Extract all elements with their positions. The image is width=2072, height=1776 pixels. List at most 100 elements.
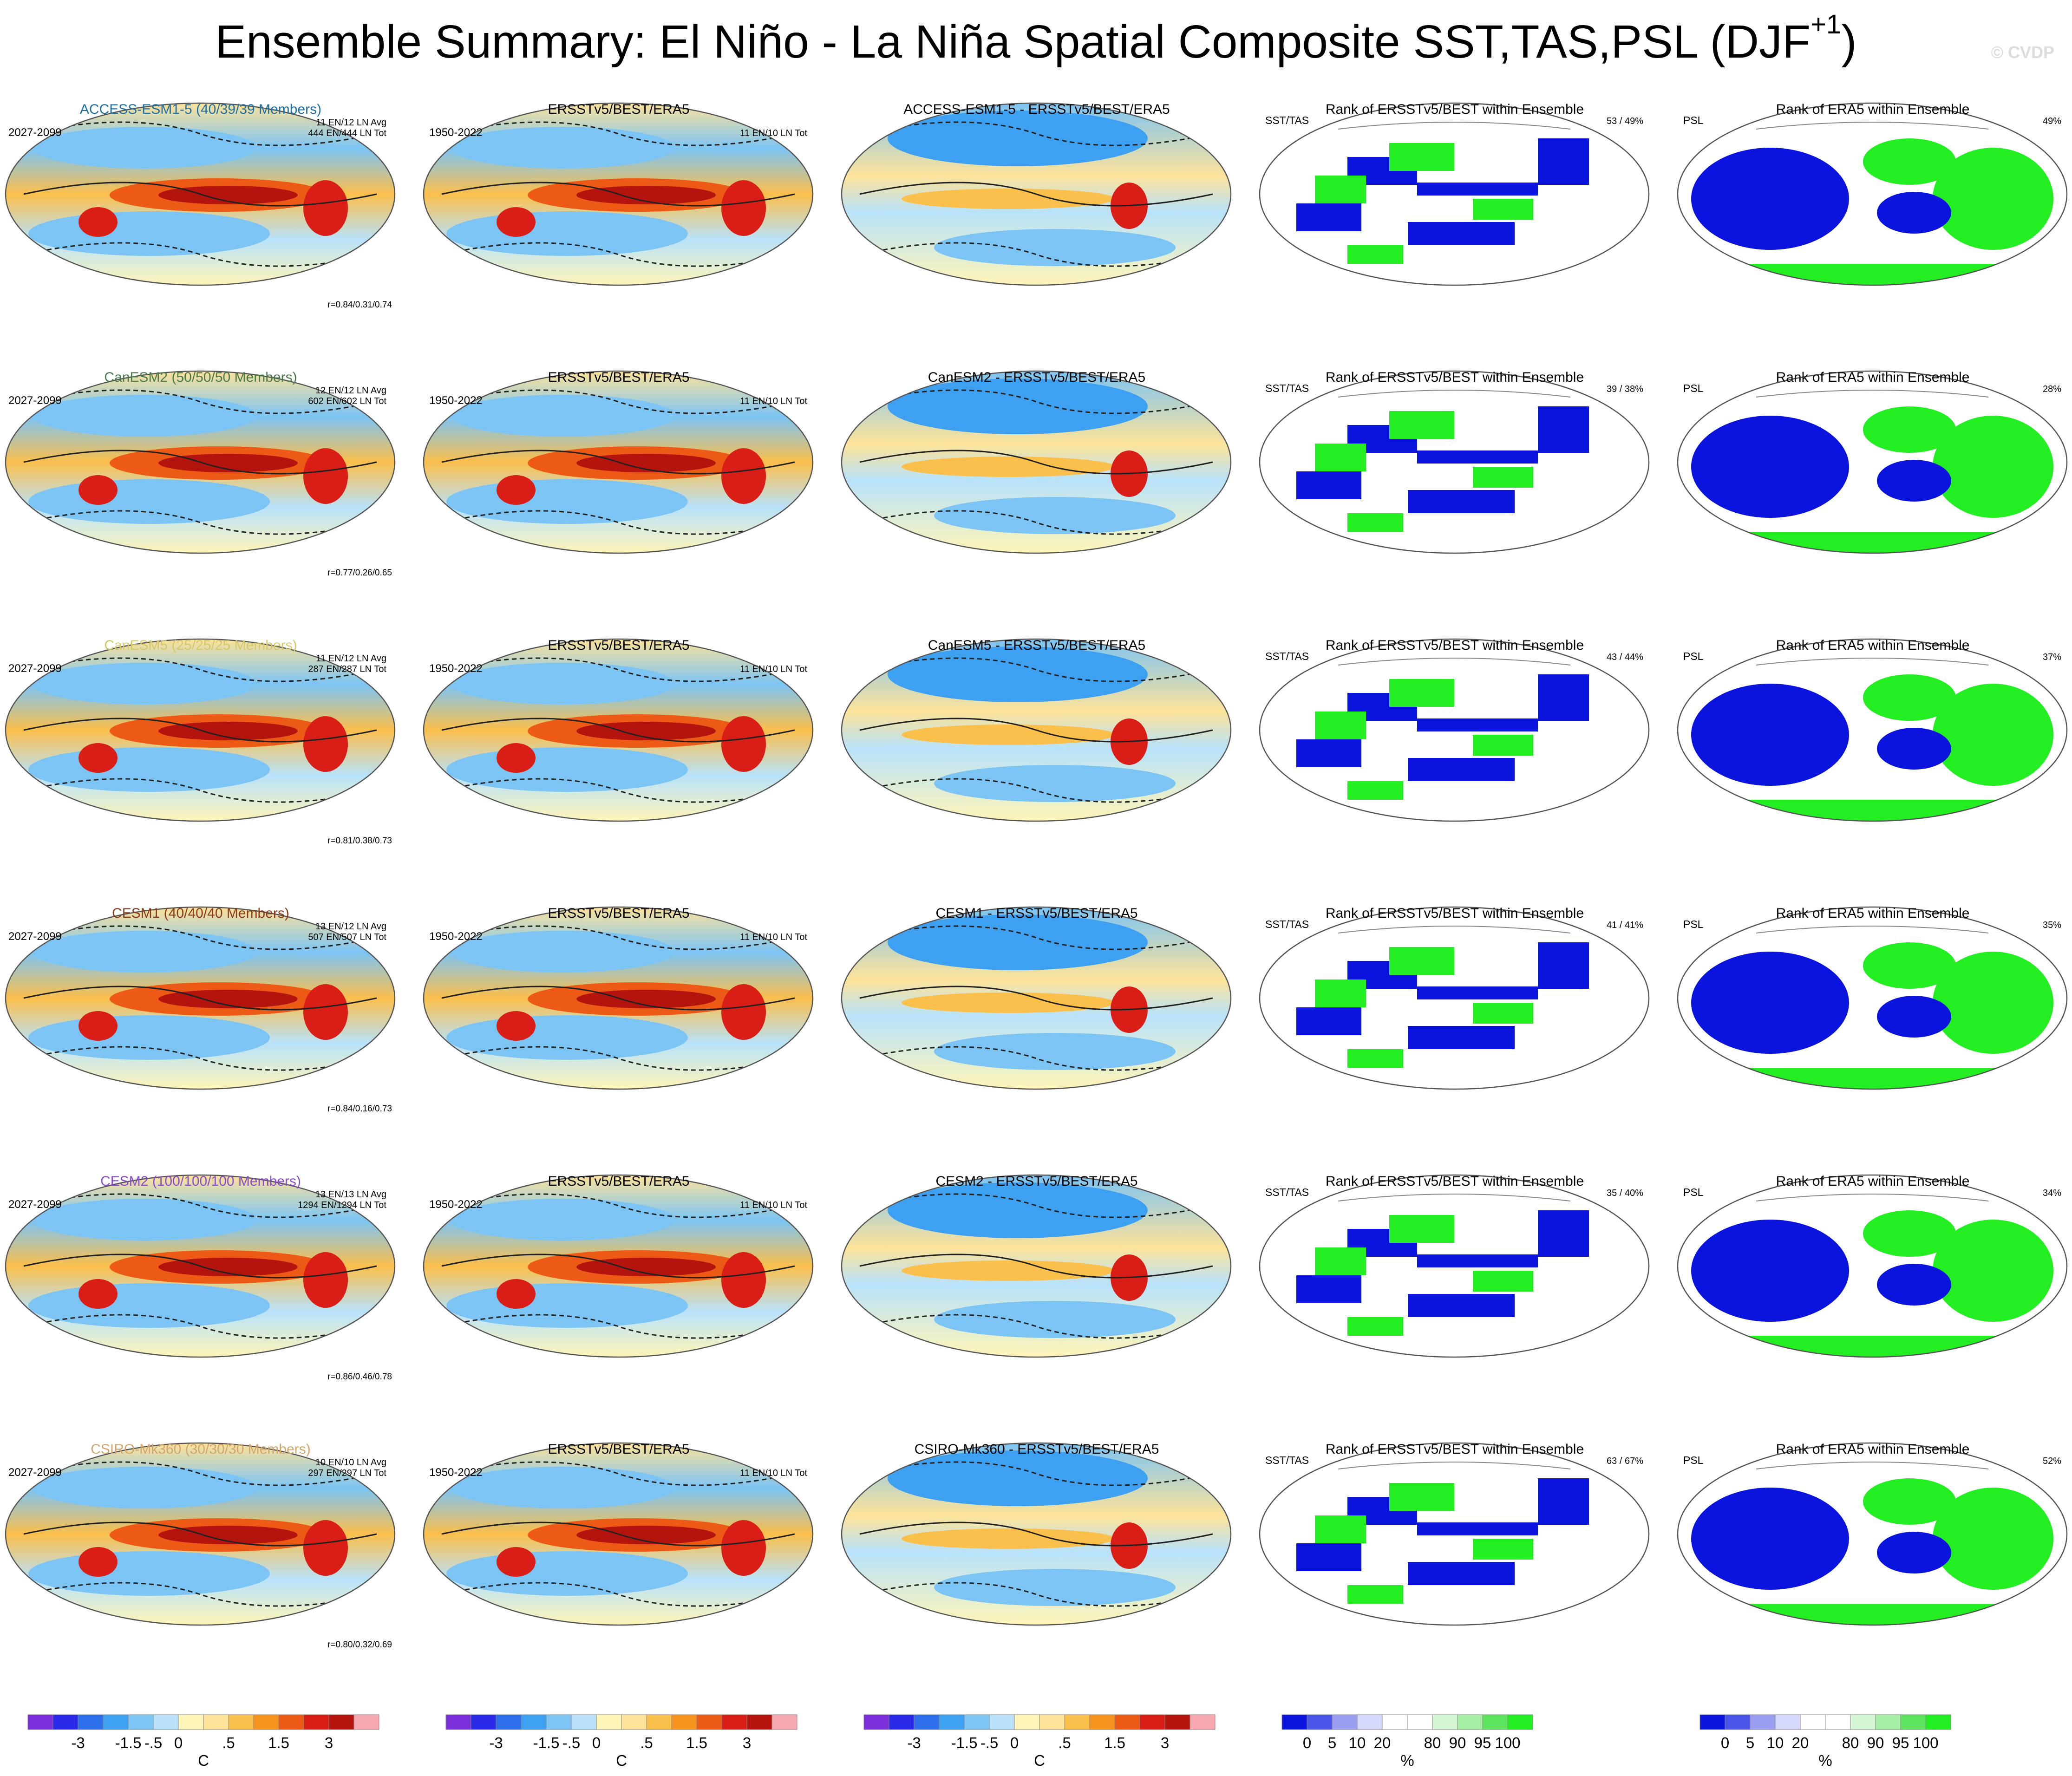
psl-contour	[441, 657, 795, 682]
obs-title: ERSSTv5/BEST/ERA5	[548, 370, 689, 385]
rank-high-central	[1473, 1539, 1533, 1560]
rank-high-antarctic	[1678, 1336, 2067, 1357]
south-america-warm	[721, 1520, 766, 1576]
psl-contour	[441, 121, 795, 146]
rank-psl-title: Rank of ERA5 within Ensemble	[1776, 370, 1970, 385]
rank-psl-title: Rank of ERA5 within Ensemble	[1776, 638, 1970, 653]
bias-north	[888, 914, 1148, 970]
australia-anomaly	[78, 1547, 118, 1577]
pattern-correlation: r=0.81/0.38/0.73	[327, 836, 392, 846]
rank-psl-title: Rank of ERA5 within Ensemble	[1776, 102, 1970, 117]
bias-equator	[902, 189, 1115, 209]
psl-contour	[859, 389, 1213, 414]
model-members-label: CanESM2 (50/50/50 Members)	[104, 370, 297, 385]
north-pacific-cool-band	[451, 663, 674, 705]
colorbar-tick-label: 100	[1913, 1734, 1938, 1751]
obs-period: 1950-2022	[429, 394, 483, 407]
psl-contour	[859, 1582, 1213, 1607]
colorbar-swatch	[27, 1714, 53, 1730]
rank-low-central	[1877, 1264, 1951, 1306]
rank-high-antarctic	[1678, 1068, 2067, 1089]
psl-contour	[23, 242, 377, 267]
rank-sst-title: Rank of ERSSTv5/BEST within Ensemble	[1326, 102, 1584, 117]
model-members-label: ACCESS-ESM1-5 (40/39/39 Members)	[80, 102, 321, 117]
rank-colorbar-1: 0 5 10 20 80 90 95 100%	[1699, 1714, 1951, 1769]
psl-contour	[23, 182, 377, 207]
psl-contour	[859, 1314, 1213, 1339]
colorbar-tick-label: 90	[1867, 1734, 1884, 1751]
el-nino-core	[576, 1258, 716, 1276]
rank-high-central	[1473, 467, 1533, 488]
bias-north	[888, 1182, 1148, 1238]
pattern-correlation: r=0.84/0.31/0.74	[327, 300, 392, 310]
colorbar-swatch	[445, 1714, 471, 1730]
diff-title: CSIRO-Mk360 - ERSSTv5/BEST/ERA5	[915, 1442, 1159, 1457]
bias-north	[888, 379, 1148, 434]
rank-low-south	[1408, 222, 1515, 245]
map-panel-0-4	[1677, 102, 2068, 286]
rank-high-north	[1389, 411, 1454, 439]
rank-high-antarctic	[1678, 532, 2067, 553]
psl-contour	[859, 925, 1213, 950]
rank-high-west	[1315, 712, 1366, 739]
colorbar-tick-label: 0	[592, 1734, 601, 1751]
colorbar-tick-label: 20	[1792, 1734, 1809, 1751]
rank-low-northeast	[1538, 138, 1589, 185]
map-border	[841, 1442, 1232, 1626]
rank-low-central	[1877, 1532, 1951, 1574]
bias-south	[934, 1301, 1176, 1338]
psl-contour	[859, 121, 1213, 146]
rank-sst-title: Rank of ERSSTv5/BEST within Ensemble	[1326, 906, 1584, 921]
obs-events: 11 EN/10 LN Tot	[740, 1200, 807, 1210]
colorbar-swatch	[621, 1714, 647, 1730]
obs-title: ERSSTv5/BEST/ERA5	[548, 1442, 689, 1457]
pattern-correlation: r=0.80/0.32/0.69	[327, 1640, 392, 1650]
psl-contour	[441, 718, 795, 743]
map-border	[1677, 370, 2068, 554]
map-panel-4-4	[1677, 1174, 2068, 1358]
psl-contour	[23, 389, 377, 414]
colorbar-swatch	[1875, 1714, 1901, 1730]
psl-contour	[441, 1254, 795, 1279]
colorbar-tick-label: -3	[71, 1734, 85, 1751]
obs-events: 11 EN/10 LN Tot	[740, 1468, 807, 1478]
colorbar-swatch	[1699, 1714, 1726, 1730]
el-nino-core	[576, 1526, 716, 1544]
model-members-label: CESM1 (40/40/40 Members)	[112, 906, 289, 921]
model-avg-events: 13 EN/13 LN Avg	[315, 1189, 386, 1200]
map-border	[423, 102, 814, 286]
map-border	[841, 906, 1232, 1090]
pattern-correlation: r=0.86/0.46/0.78	[327, 1372, 392, 1382]
model-avg-events: 13 EN/12 LN Avg	[315, 921, 386, 932]
rank-low-west	[1296, 739, 1361, 767]
colorbar-tick-label: .5	[640, 1734, 653, 1751]
south-america-warm	[303, 984, 348, 1040]
map-border	[1677, 906, 2068, 1090]
colorbar-tick-label: -3	[489, 1734, 503, 1751]
australia-anomaly	[497, 1011, 536, 1041]
rank-low-equatorial	[1417, 183, 1538, 196]
coastline	[1756, 390, 1989, 398]
map-border	[5, 1174, 396, 1358]
model-period: 2027-2099	[8, 1198, 62, 1211]
map-panel-5-3	[1259, 1442, 1650, 1626]
colorbar-swatch	[1281, 1714, 1307, 1730]
model-total-events: 297 EN/297 LN Tot	[308, 1468, 386, 1478]
rank-low-equatorial	[1417, 1254, 1538, 1267]
colorbar-tick-label: 80	[1842, 1734, 1859, 1751]
map-border	[423, 906, 814, 1090]
psl-contour	[441, 510, 795, 535]
map-border	[1259, 1174, 1650, 1358]
colorbar-swatch	[1800, 1714, 1826, 1730]
rank-sst-label: SST/TAS	[1265, 382, 1309, 394]
bias-south	[934, 229, 1176, 266]
rank-psl-title: Rank of ERA5 within Ensemble	[1776, 1442, 1970, 1457]
rank-high-central	[1473, 1003, 1533, 1024]
colorbar-tick-label: 0	[1721, 1734, 1729, 1751]
rank-psl-label: PSL	[1683, 650, 1704, 662]
model-period: 2027-2099	[8, 930, 62, 943]
psl-contour	[441, 1046, 795, 1071]
colorbar-swatch	[546, 1714, 572, 1730]
colorbar-swatch	[863, 1714, 889, 1730]
rank-psl-label: PSL	[1683, 114, 1704, 126]
